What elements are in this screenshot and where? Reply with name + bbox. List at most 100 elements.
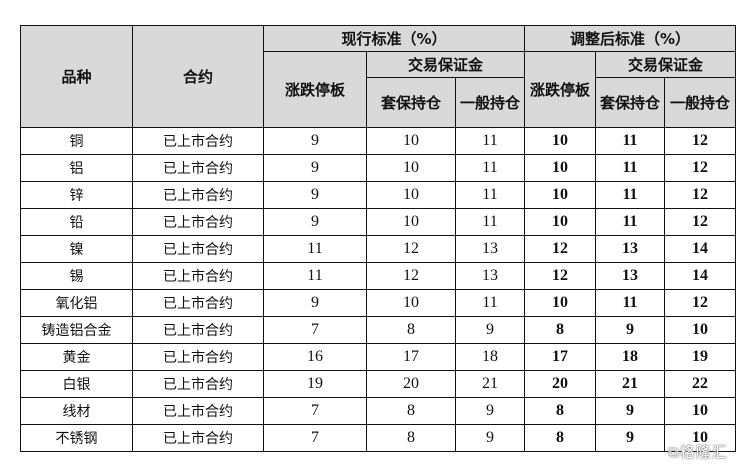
table-row: 线材 已上市合约 7 8 9 8 9 10 — [20, 397, 736, 425]
current-general-cell: 11 — [455, 208, 525, 236]
header-limit: 涨跌停板 — [263, 51, 367, 128]
header-general-adjusted: 一般持仓 — [664, 77, 736, 128]
adjusted-hedge-cell: 13 — [595, 235, 665, 263]
adjusted-hedge-cell: 11 — [595, 208, 665, 236]
adjusted-limit-cell: 12 — [524, 262, 596, 290]
current-limit-cell: 16 — [263, 343, 367, 371]
contract-cell: 已上市合约 — [132, 235, 264, 263]
contract-cell: 已上市合约 — [132, 370, 264, 398]
current-limit-cell: 9 — [263, 289, 367, 317]
current-general-cell: 18 — [455, 343, 525, 371]
current-general-cell: 11 — [455, 181, 525, 209]
adjusted-general-cell: 12 — [664, 181, 736, 209]
header-adjusted: 调整后标准（%） — [524, 25, 736, 52]
variety-cell: 镍 — [20, 235, 133, 263]
adjusted-hedge-cell: 9 — [595, 424, 665, 452]
header-margin-adjusted: 交易保证金 — [595, 51, 736, 78]
current-limit-cell: 7 — [263, 424, 367, 452]
current-general-cell: 11 — [455, 127, 525, 155]
adjusted-limit-cell: 20 — [524, 370, 596, 398]
current-general-cell: 11 — [455, 154, 525, 182]
adjusted-limit-cell: 8 — [524, 316, 596, 344]
adjusted-general-cell: 14 — [664, 235, 736, 263]
table-row: 黄金 已上市合约 16 17 18 17 18 19 — [20, 343, 736, 371]
variety-cell: 锡 — [20, 262, 133, 290]
adjusted-general-cell: 12 — [664, 127, 736, 155]
current-hedge-cell: 8 — [366, 397, 456, 425]
adjusted-hedge-cell: 9 — [595, 316, 665, 344]
adjusted-hedge-cell: 11 — [595, 127, 665, 155]
current-general-cell: 13 — [455, 235, 525, 263]
current-limit-cell: 9 — [263, 181, 367, 209]
contract-cell: 已上市合约 — [132, 316, 264, 344]
adjusted-limit-cell: 10 — [524, 154, 596, 182]
adjusted-limit-cell: 8 — [524, 397, 596, 425]
adjusted-limit-cell: 8 — [524, 424, 596, 452]
table-row: 白银 已上市合约 19 20 21 20 21 22 — [20, 370, 736, 398]
watermark-logo: ⧉格隆汇 — [668, 443, 728, 461]
adjusted-hedge-cell: 11 — [595, 154, 665, 182]
adjusted-limit-cell: 12 — [524, 235, 596, 263]
header-margin: 交易保证金 — [366, 51, 525, 78]
variety-cell: 铜 — [20, 127, 133, 155]
table-row: 不锈钢 已上市合约 7 8 9 8 9 10 — [20, 424, 736, 452]
adjusted-general-cell: 14 — [664, 262, 736, 290]
adjusted-hedge-cell: 13 — [595, 262, 665, 290]
adjusted-limit-cell: 10 — [524, 127, 596, 155]
adjusted-general-cell: 12 — [664, 289, 736, 317]
header-current: 现行标准（%） — [263, 25, 525, 52]
current-limit-cell: 9 — [263, 154, 367, 182]
contract-cell: 已上市合约 — [132, 343, 264, 371]
current-hedge-cell: 10 — [366, 208, 456, 236]
variety-cell: 线材 — [20, 397, 133, 425]
adjusted-general-cell: 19 — [664, 343, 736, 371]
current-general-cell: 13 — [455, 262, 525, 290]
adjusted-general-cell: 10 — [664, 424, 736, 452]
adjusted-hedge-cell: 18 — [595, 343, 665, 371]
adjusted-limit-cell: 17 — [524, 343, 596, 371]
current-limit-cell: 9 — [263, 208, 367, 236]
current-limit-cell: 11 — [263, 235, 367, 263]
contract-cell: 已上市合约 — [132, 262, 264, 290]
adjusted-limit-cell: 10 — [524, 289, 596, 317]
table-row: 氧化铝 已上市合约 9 10 11 10 11 12 — [20, 289, 736, 317]
variety-cell: 铸造铝合金 — [20, 316, 133, 344]
current-limit-cell: 11 — [263, 262, 367, 290]
margin-limit-table: 品种 合约 现行标准（%） 调整后标准（%） 涨跌停板 交易保证金 涨跌停板 交… — [20, 25, 736, 452]
variety-cell: 铝 — [20, 154, 133, 182]
contract-cell: 已上市合约 — [132, 424, 264, 452]
variety-cell: 黄金 — [20, 343, 133, 371]
header-hedge: 套保持仓 — [366, 77, 456, 128]
table-row: 铅已上市合约 9 10 11 10 11 12 — [20, 208, 736, 236]
current-general-cell: 9 — [455, 316, 525, 344]
table-row: 锡已上市合约 11 12 13 12 13 14 — [20, 262, 736, 290]
adjusted-hedge-cell: 11 — [595, 181, 665, 209]
contract-cell: 已上市合约 — [132, 181, 264, 209]
header-variety: 品种 — [20, 25, 133, 128]
current-limit-cell: 7 — [263, 316, 367, 344]
adjusted-general-cell: 10 — [664, 397, 736, 425]
header-hedge-adjusted: 套保持仓 — [595, 77, 665, 128]
current-general-cell: 21 — [455, 370, 525, 398]
current-hedge-cell: 10 — [366, 181, 456, 209]
adjusted-hedge-cell: 21 — [595, 370, 665, 398]
contract-cell: 已上市合约 — [132, 397, 264, 425]
adjusted-limit-cell: 10 — [524, 181, 596, 209]
current-general-cell: 11 — [455, 289, 525, 317]
table-row: 铜已上市合约 9 10 11 10 11 12 — [20, 127, 736, 155]
variety-cell: 锌 — [20, 181, 133, 209]
current-general-cell: 9 — [455, 424, 525, 452]
current-hedge-cell: 8 — [366, 424, 456, 452]
current-hedge-cell: 10 — [366, 289, 456, 317]
table-row: 锌已上市合约 9 10 11 10 11 12 — [20, 181, 736, 209]
adjusted-general-cell: 10 — [664, 316, 736, 344]
adjusted-general-cell: 12 — [664, 208, 736, 236]
current-limit-cell: 7 — [263, 397, 367, 425]
current-hedge-cell: 10 — [366, 127, 456, 155]
contract-cell: 已上市合约 — [132, 154, 264, 182]
contract-cell: 已上市合约 — [132, 289, 264, 317]
current-general-cell: 9 — [455, 397, 525, 425]
current-hedge-cell: 12 — [366, 262, 456, 290]
current-hedge-cell: 12 — [366, 235, 456, 263]
table-row: 铝已上市合约 9 10 11 10 11 12 — [20, 154, 736, 182]
